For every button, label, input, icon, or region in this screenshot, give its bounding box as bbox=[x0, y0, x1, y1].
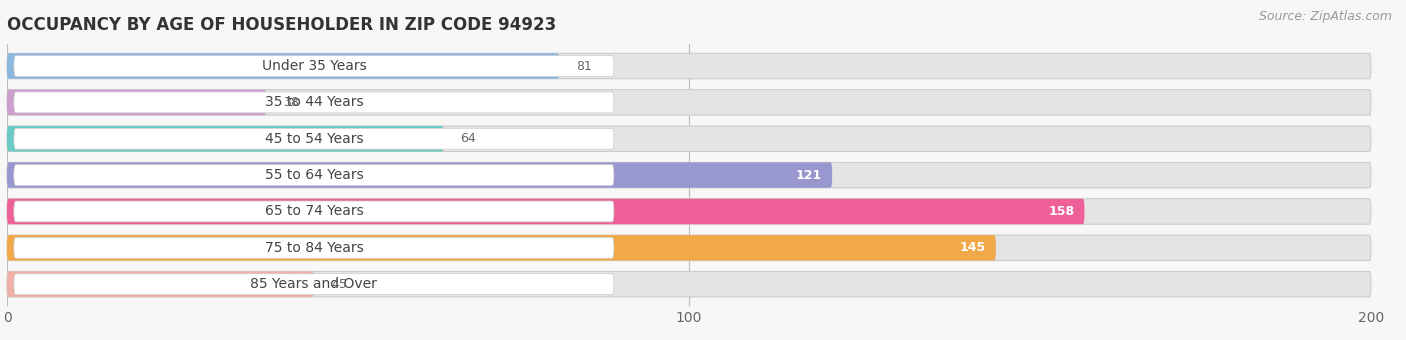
FancyBboxPatch shape bbox=[7, 235, 1371, 260]
FancyBboxPatch shape bbox=[7, 199, 1084, 224]
FancyBboxPatch shape bbox=[7, 163, 832, 188]
FancyBboxPatch shape bbox=[7, 199, 1371, 224]
Text: 81: 81 bbox=[576, 59, 592, 72]
FancyBboxPatch shape bbox=[7, 163, 1371, 188]
FancyBboxPatch shape bbox=[7, 126, 1371, 151]
FancyBboxPatch shape bbox=[7, 271, 1371, 297]
Text: 38: 38 bbox=[283, 96, 299, 109]
Text: 145: 145 bbox=[959, 241, 986, 254]
FancyBboxPatch shape bbox=[7, 271, 314, 297]
FancyBboxPatch shape bbox=[14, 92, 614, 113]
Text: OCCUPANCY BY AGE OF HOUSEHOLDER IN ZIP CODE 94923: OCCUPANCY BY AGE OF HOUSEHOLDER IN ZIP C… bbox=[7, 16, 557, 34]
Text: 35 to 44 Years: 35 to 44 Years bbox=[264, 96, 363, 109]
FancyBboxPatch shape bbox=[14, 165, 614, 186]
Text: 121: 121 bbox=[796, 169, 823, 182]
Text: 55 to 64 Years: 55 to 64 Years bbox=[264, 168, 363, 182]
FancyBboxPatch shape bbox=[7, 90, 1371, 115]
Text: 64: 64 bbox=[461, 132, 477, 145]
Text: 45: 45 bbox=[330, 278, 347, 291]
Text: 65 to 74 Years: 65 to 74 Years bbox=[264, 204, 363, 219]
FancyBboxPatch shape bbox=[7, 235, 995, 260]
FancyBboxPatch shape bbox=[14, 237, 614, 258]
Text: 75 to 84 Years: 75 to 84 Years bbox=[264, 241, 363, 255]
Text: Source: ZipAtlas.com: Source: ZipAtlas.com bbox=[1258, 10, 1392, 23]
FancyBboxPatch shape bbox=[14, 128, 614, 149]
Text: Under 35 Years: Under 35 Years bbox=[262, 59, 367, 73]
FancyBboxPatch shape bbox=[7, 53, 1371, 79]
Text: 85 Years and Over: 85 Years and Over bbox=[250, 277, 377, 291]
FancyBboxPatch shape bbox=[14, 55, 614, 76]
Text: 158: 158 bbox=[1047, 205, 1074, 218]
FancyBboxPatch shape bbox=[14, 274, 614, 295]
FancyBboxPatch shape bbox=[7, 90, 266, 115]
FancyBboxPatch shape bbox=[14, 201, 614, 222]
FancyBboxPatch shape bbox=[7, 126, 443, 151]
Text: 45 to 54 Years: 45 to 54 Years bbox=[264, 132, 363, 146]
FancyBboxPatch shape bbox=[7, 53, 560, 79]
